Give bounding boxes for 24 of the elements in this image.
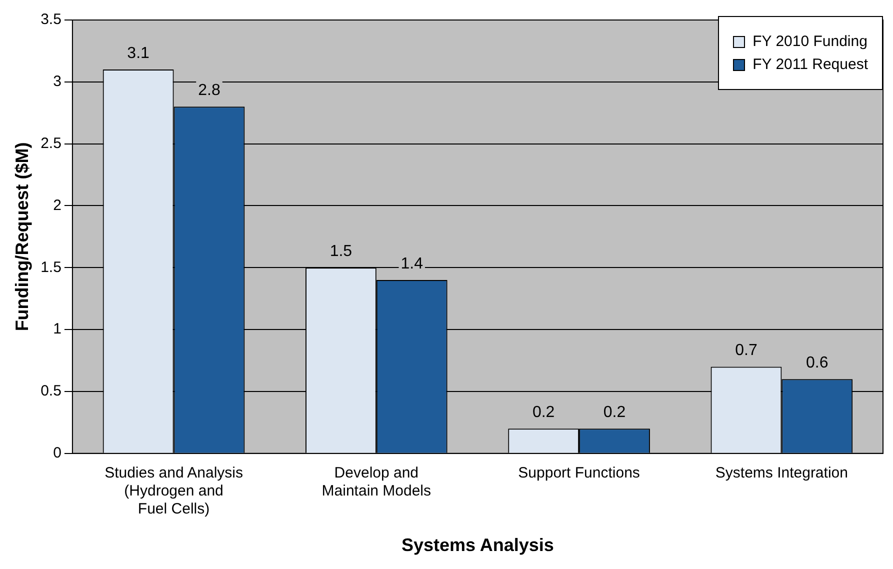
data-label: 0.2 xyxy=(603,404,626,422)
x-tick-label: Develop and Maintain Models xyxy=(322,464,432,500)
y-tick-label: 0 xyxy=(53,444,62,462)
x-tick-label: Studies and Analysis (Hydrogen and Fuel Cells) xyxy=(104,464,243,518)
data-label: 0.7 xyxy=(735,342,758,360)
x-tick-label: Systems Integration xyxy=(715,464,848,482)
data-label: 0.6 xyxy=(806,354,828,372)
data-label: 1.5 xyxy=(330,243,352,260)
data-label: 3.1 xyxy=(127,44,150,62)
data-label: 1.4 xyxy=(400,255,424,272)
y-axis-title: Funding/Request ($M) xyxy=(12,142,32,332)
data-label: 2.8 xyxy=(198,82,220,100)
x-axis-title: Systems Analysis xyxy=(402,535,554,556)
y-tick-label: 2 xyxy=(53,196,62,214)
y-tick-label: 1.5 xyxy=(40,258,62,276)
data-label: 0.2 xyxy=(532,404,555,422)
y-tick-label: 2.5 xyxy=(40,134,62,152)
y-tick-label: 0.5 xyxy=(40,382,62,400)
legend-label: FY 2011 Request xyxy=(752,56,868,73)
x-tick-label: Support Functions xyxy=(518,464,640,482)
y-tick-label: 3 xyxy=(53,73,62,90)
y-tick-label: 1 xyxy=(53,320,62,338)
y-tick-label: 3.5 xyxy=(40,11,62,28)
legend-label: FY 2010 Funding xyxy=(752,33,868,50)
